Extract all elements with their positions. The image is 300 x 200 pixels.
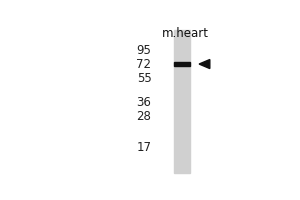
Text: 72: 72 bbox=[136, 58, 152, 71]
Text: m.heart: m.heart bbox=[162, 27, 208, 40]
Text: 28: 28 bbox=[136, 110, 152, 123]
Bar bbox=[173, 30, 190, 173]
Polygon shape bbox=[199, 60, 210, 69]
Text: 55: 55 bbox=[137, 72, 152, 85]
Text: 36: 36 bbox=[136, 96, 152, 109]
Text: 17: 17 bbox=[136, 141, 152, 154]
Text: 95: 95 bbox=[136, 44, 152, 57]
Bar bbox=[173, 62, 190, 66]
